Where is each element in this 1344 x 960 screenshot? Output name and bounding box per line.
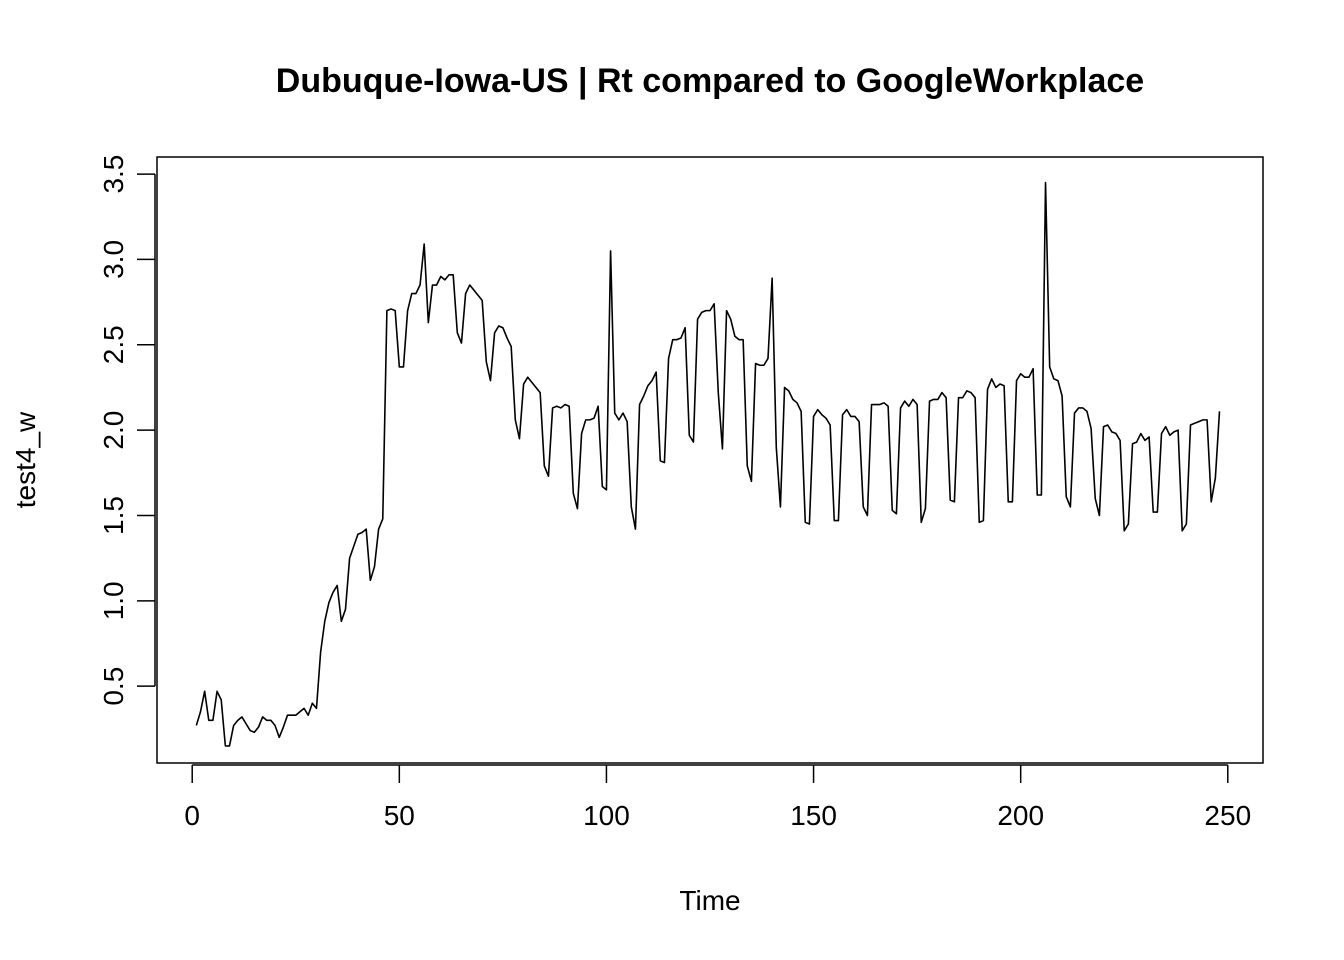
- x-tick-label: 250: [1204, 800, 1251, 831]
- y-tick-label: 3.5: [98, 155, 129, 194]
- x-tick-label: 200: [997, 800, 1044, 831]
- series-layer: [195, 181, 1221, 747]
- y-tick-label: 1.5: [98, 496, 129, 535]
- x-axis: 0 50 100 150 200 250: [184, 764, 1251, 831]
- x-tick-label: 0: [184, 800, 200, 831]
- series-line: [195, 181, 1221, 747]
- y-tick-label: 2.5: [98, 325, 129, 364]
- x-tick-label: 50: [384, 800, 415, 831]
- x-axis-label: Time: [679, 885, 740, 916]
- x-tick-label: 150: [790, 800, 837, 831]
- y-axis: 0.5 1.0 1.5 2.0 2.5 3.0 3.5: [98, 155, 156, 706]
- y-tick-label: 3.0: [98, 240, 129, 279]
- y-axis-label: test4_w: [10, 411, 41, 508]
- plot-frame: [156, 156, 1264, 764]
- chart-title: Dubuque-Iowa-US | Rt compared to GoogleW…: [276, 62, 1144, 100]
- y-tick-label: 2.0: [98, 411, 129, 450]
- y-tick-label: 1.0: [98, 581, 129, 620]
- y-tick-label: 0.5: [98, 667, 129, 706]
- x-tick-label: 100: [583, 800, 630, 831]
